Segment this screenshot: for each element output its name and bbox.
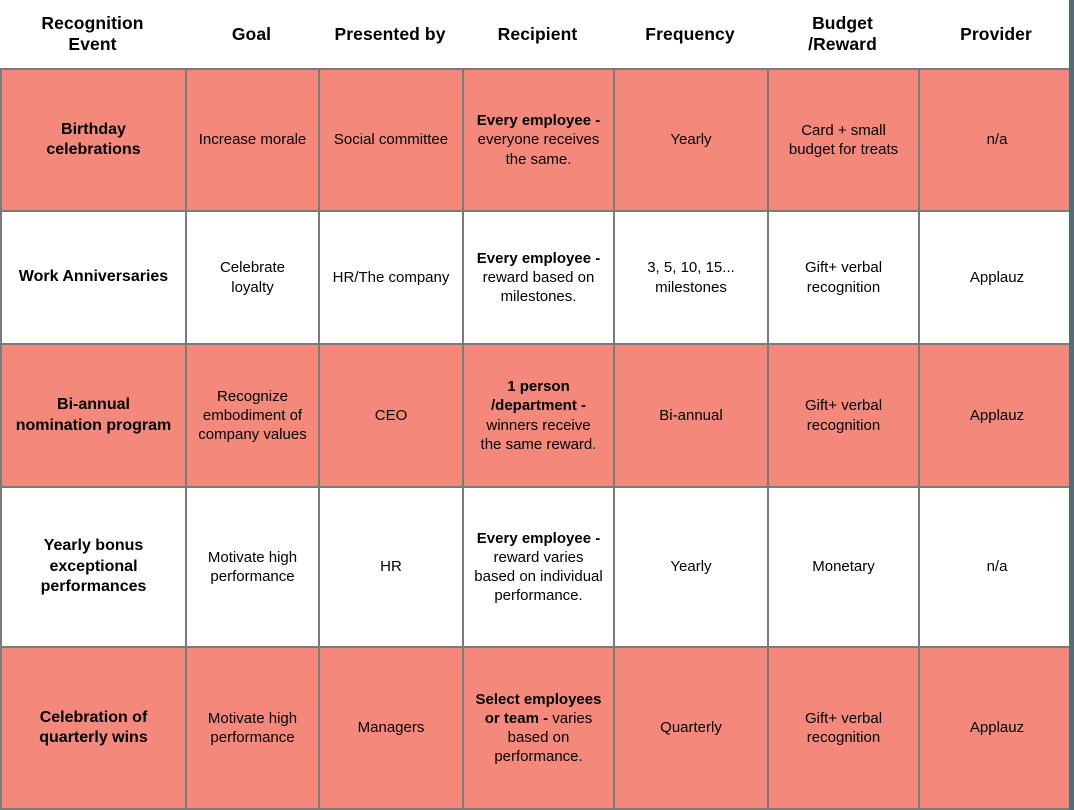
cell-budget-reward: Card + small budget for treats [769,70,920,212]
cell-goal: Recognize embodiment of company values [187,345,320,488]
recipient-bold-text: 1 person /department - [490,378,586,415]
cell-recipient: Every employee - reward varies based on … [464,488,615,648]
recipient-bold-text: Every employee - [476,249,601,267]
cell-goal: Increase morale [187,70,320,212]
cell-recognition-event: Bi-annual nomination program [2,345,187,488]
recipient-bold-text: Select employees or team - [475,690,602,727]
cell-budget-reward: Gift+ verbal recognition [769,212,920,345]
table-row: Yearly bonus exceptional performances Mo… [2,488,1074,648]
column-header-recognition-event: Recognition Event [41,13,144,54]
cell-goal: Motivate high performance [187,488,320,648]
recipient-rest-text: reward based on milestones. [482,268,595,306]
table-row: Birthday celebrations Increase morale So… [2,70,1074,212]
cell-provider: Applauz [920,648,1074,810]
cell-recognition-event: Birthday celebrations [2,70,187,212]
recipient-bold-text: Every employee - [476,112,601,130]
cell-provider: Applauz [920,345,1074,488]
recipient-rest-text: everyone receives the same. [477,131,600,168]
recipient-rest-text: reward varies based on individual perfor… [474,548,603,605]
cell-provider: n/a [920,70,1074,212]
column-header-recipient: Recipient [497,23,578,44]
cell-recipient: 1 person /department - winners receive t… [464,345,615,488]
cell-frequency: Bi-annual [615,345,769,488]
cell-presented-by: HR [320,488,464,648]
table-body: Birthday celebrations Increase morale So… [0,70,1074,810]
cell-presented-by: Managers [320,648,464,810]
recipient-rest-text: varies based on performance. [494,709,593,766]
table-row: Celebration of quarterly wins Motivate h… [2,648,1074,810]
cell-presented-by: HR/The company [320,212,464,345]
column-header-frequency: Frequency [645,23,735,44]
cell-recognition-event: Yearly bonus exceptional performances [2,488,187,648]
cell-presented-by: CEO [320,345,464,488]
cell-goal: Celebrate loyalty [187,212,320,345]
column-header-presented-by: Presented by [334,23,446,44]
table-row: Bi-annual nomination program Recognize e… [2,345,1074,488]
column-header-budget-reward: Budget /Reward [808,13,877,54]
cell-frequency: Yearly [615,70,769,212]
cell-budget-reward: Gift+ verbal recognition [769,648,920,810]
column-header-goal: Goal [231,23,272,44]
window-right-edge [1069,0,1074,810]
recipient-bold-text: Every employee - [476,529,601,547]
cell-budget-reward: Gift+ verbal recognition [769,345,920,488]
cell-goal: Motivate high performance [187,648,320,810]
cell-frequency: Quarterly [615,648,769,810]
column-header-provider: Provider [960,23,1032,44]
table-row: Work Anniversaries Celebrate loyalty HR/… [2,212,1074,345]
cell-recognition-event: Work Anniversaries [2,212,187,345]
cell-recognition-event: Celebration of quarterly wins [2,648,187,810]
cell-recipient: Select employees or team - varies based … [464,648,615,810]
table-header-row: Recognition Event Goal Presented by Reci… [0,0,1074,70]
cell-provider: n/a [920,488,1074,648]
recipient-rest-text: winners receive the same reward. [480,416,597,453]
cell-provider: Applauz [920,212,1074,345]
cell-budget-reward: Monetary [769,488,920,648]
cell-recipient: Every employee - everyone receives the s… [464,70,615,212]
cell-presented-by: Social committee [320,70,464,212]
cell-frequency: 3, 5, 10, 15... milestones [615,212,769,345]
cell-frequency: Yearly [615,488,769,648]
cell-recipient: Every employee - reward based on milesto… [464,212,615,345]
